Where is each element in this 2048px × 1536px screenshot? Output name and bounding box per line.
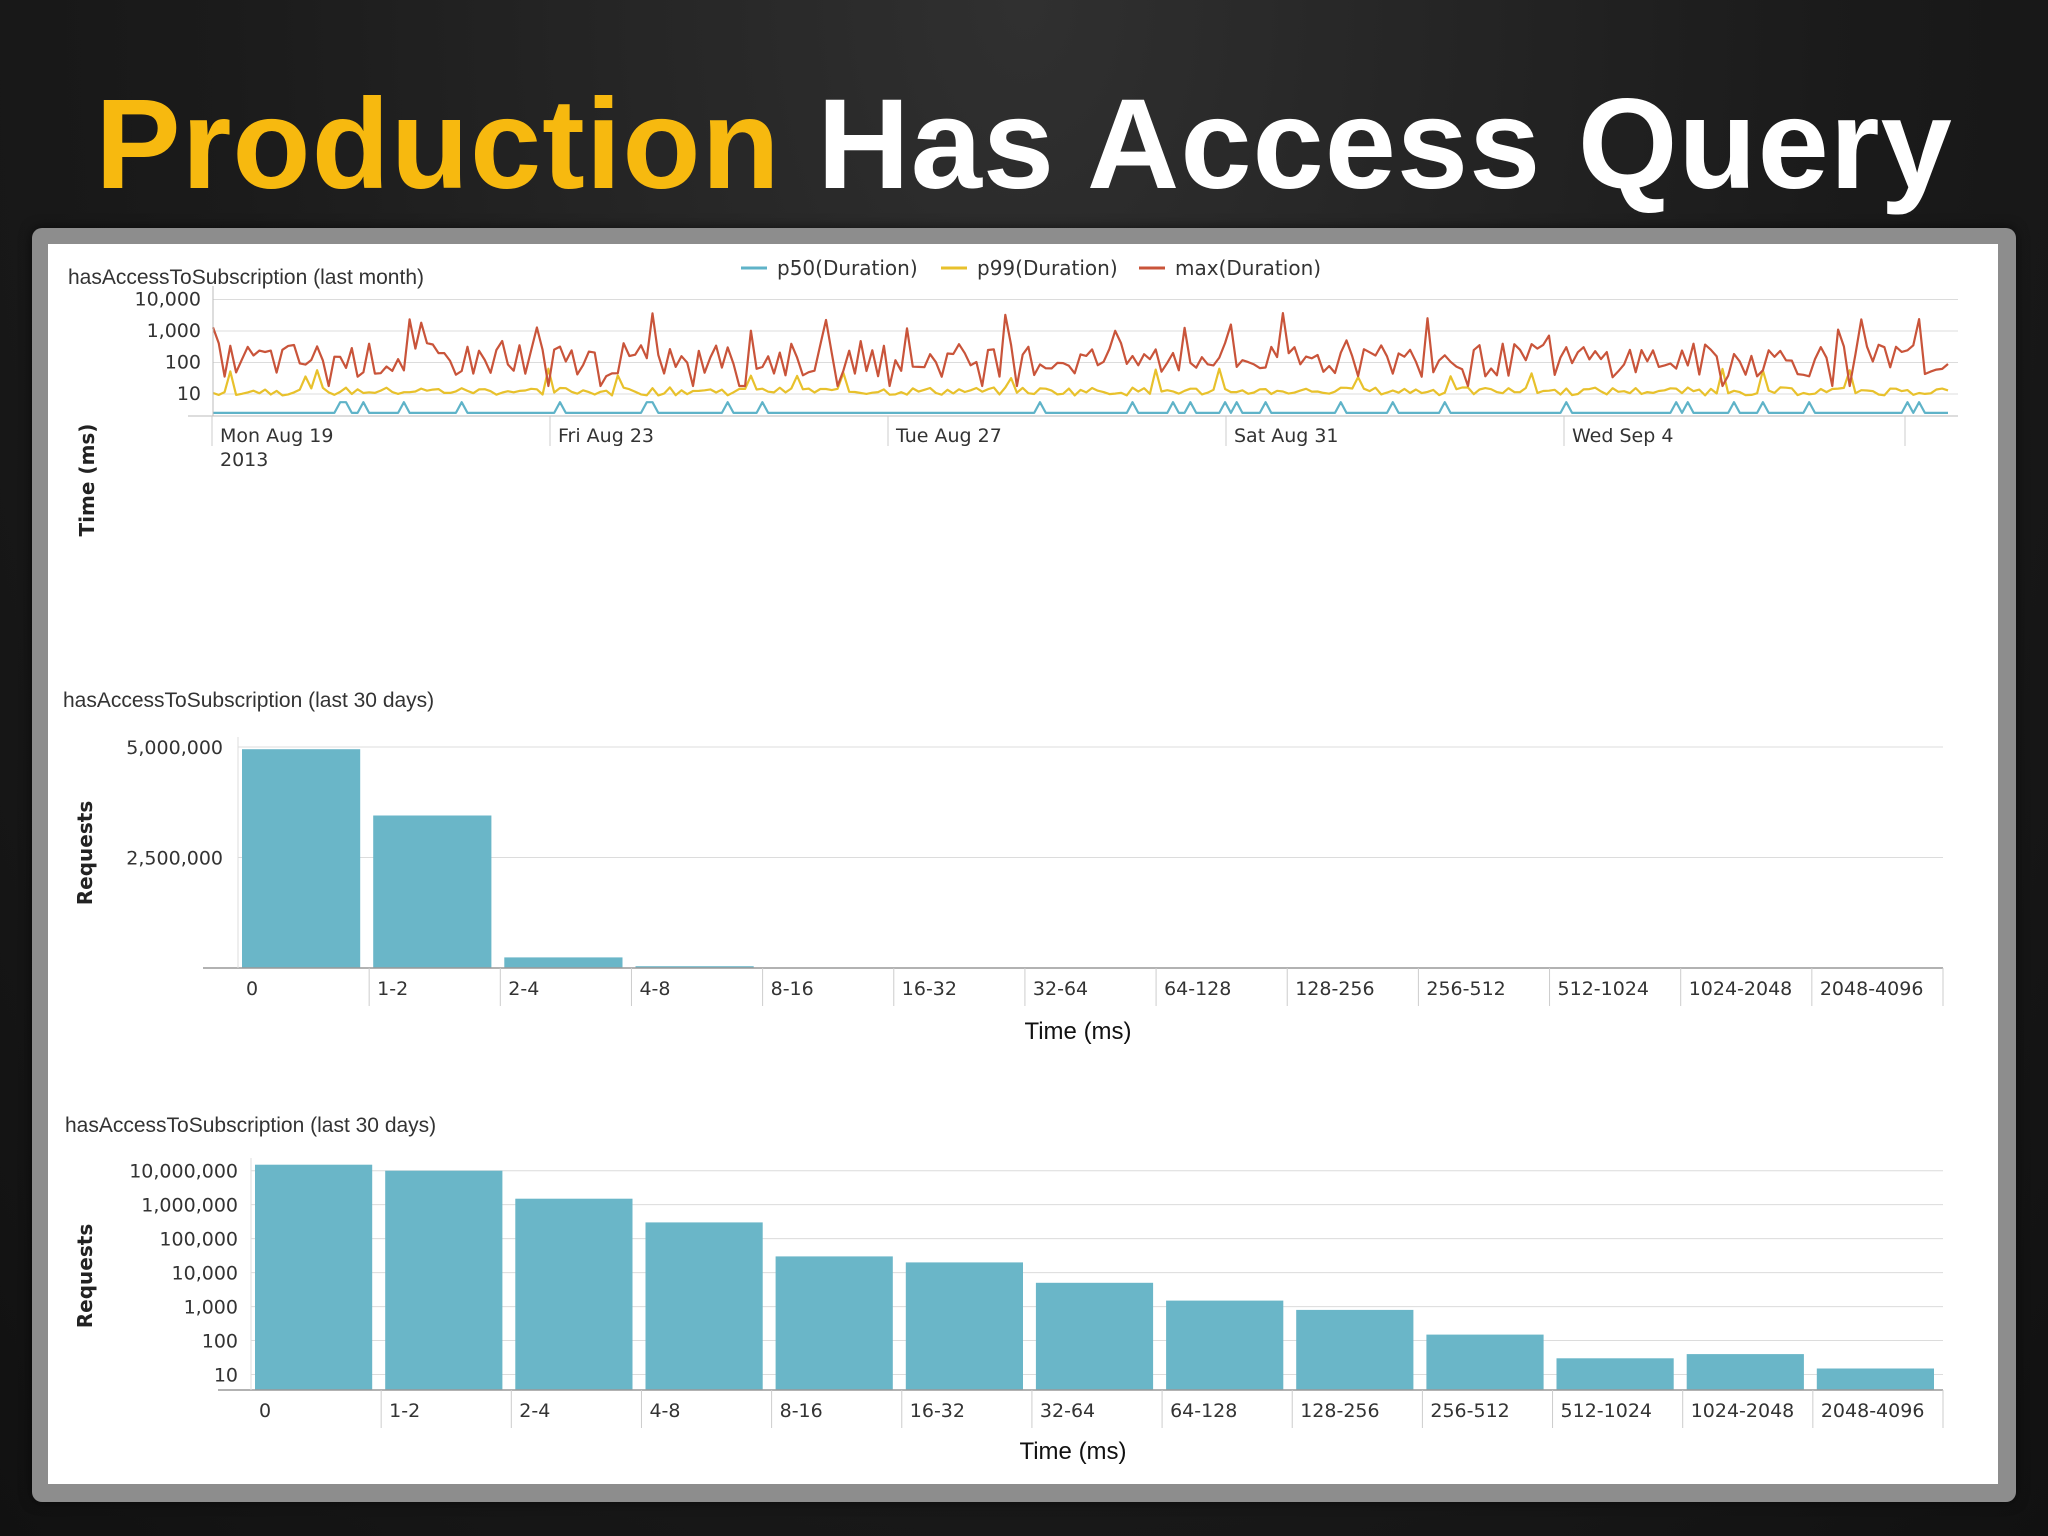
- line-chart-xtick: Wed Sep 4: [1572, 425, 1673, 447]
- log-bar-chart-ylabel: Requests: [73, 1224, 97, 1328]
- bar-xtick: 256-512: [1426, 978, 1505, 1000]
- bar: [385, 1170, 503, 1390]
- bar-ytick: 2,500,000: [126, 848, 223, 870]
- bar: [1035, 1282, 1154, 1390]
- bar: [1816, 1368, 1934, 1390]
- linear-bar-chart-ylabel: Requests: [73, 801, 97, 905]
- bar-xtick: 2048-4096: [1820, 978, 1924, 1000]
- log-bar-chart-title: hasAccessToSubscription (last 30 days): [65, 1114, 436, 1137]
- bar-xtick: 0: [246, 978, 258, 1000]
- bar-xtick: 128-256: [1300, 1400, 1379, 1422]
- bar-xtick: 1-2: [377, 978, 408, 1000]
- line-chart-xtick: Sat Aug 31: [1234, 425, 1339, 447]
- line-chart-ytick: 100: [165, 352, 201, 374]
- bar: [1556, 1358, 1674, 1390]
- bar: [1166, 1300, 1284, 1390]
- slide-title: Production Has Access Query: [0, 70, 2048, 220]
- bar: [242, 749, 361, 968]
- bar: [255, 1164, 373, 1390]
- line-chart-ytick: 10: [177, 383, 201, 405]
- linear-bar-chart-xlabel: Time (ms): [1024, 1018, 1131, 1045]
- bar: [1426, 1334, 1544, 1390]
- linear-bar-chart: hasAccessToSubscription (last 30 days) R…: [63, 689, 1944, 1045]
- bar-xtick: 4-8: [639, 978, 670, 1000]
- line-chart-xtick: Mon Aug 19: [220, 425, 333, 447]
- bar: [775, 1256, 893, 1390]
- bar-xtick: 1024-2048: [1689, 978, 1793, 1000]
- bar: [645, 1222, 763, 1390]
- line-chart-ytick: 1,000: [147, 320, 201, 342]
- bar-xtick: 16-32: [910, 1400, 965, 1422]
- bar-ytick: 1,000: [184, 1297, 238, 1319]
- bar: [373, 815, 492, 968]
- bar-xtick: 512-1024: [1558, 978, 1649, 1000]
- bar-ytick: 10,000: [172, 1263, 238, 1285]
- line-chart-xtick: Fri Aug 23: [558, 425, 654, 447]
- charts-svg: hasAccessToSubscription (last month) p50…: [63, 256, 1958, 1465]
- slide-title-rest: Has Access Query: [817, 73, 1953, 216]
- bar-ytick: 100: [202, 1331, 238, 1353]
- bar-xtick: 64-128: [1170, 1400, 1237, 1422]
- bar-xtick: 2-4: [519, 1400, 550, 1422]
- bar-xtick: 8-16: [771, 978, 814, 1000]
- bar: [515, 1198, 633, 1390]
- bar-xtick: 8-16: [780, 1400, 823, 1422]
- bar-xtick: 512-1024: [1561, 1400, 1652, 1422]
- bar: [635, 966, 754, 968]
- bar-ytick: 10,000,000: [129, 1161, 238, 1183]
- line-chart-legend: p50(Duration) p99(Duration) max(Duration): [741, 256, 1321, 280]
- bar-ytick: 10: [214, 1365, 238, 1387]
- chart-panel: hasAccessToSubscription (last month) p50…: [48, 244, 1998, 1484]
- line-chart-ylabel: Time (ms): [75, 424, 99, 537]
- line-chart-title: hasAccessToSubscription (last month): [68, 266, 424, 289]
- bar-ytick: 5,000,000: [126, 737, 223, 759]
- bar-xtick: 1024-2048: [1691, 1400, 1795, 1422]
- bar-xtick: 1-2: [389, 1400, 420, 1422]
- bar: [905, 1262, 1023, 1390]
- line-chart: hasAccessToSubscription (last month) p50…: [68, 256, 1958, 536]
- line-chart-xtick-year: 2013: [220, 449, 268, 471]
- series-line-1: [212, 367, 1949, 397]
- series-line-2: [211, 311, 1949, 388]
- bar-xtick: 32-64: [1033, 978, 1088, 1000]
- bar: [1686, 1354, 1804, 1390]
- linear-bar-chart-title: hasAccessToSubscription (last 30 days): [63, 689, 434, 712]
- bar: [1296, 1309, 1414, 1390]
- bar-xtick: 4-8: [649, 1400, 680, 1422]
- bar-xtick: 32-64: [1040, 1400, 1095, 1422]
- log-bar-chart-xlabel: Time (ms): [1019, 1438, 1126, 1465]
- bar-xtick: 64-128: [1164, 978, 1231, 1000]
- bar-ytick: 1,000,000: [141, 1195, 238, 1217]
- bar-xtick: 0: [259, 1400, 271, 1422]
- bar-xtick: 128-256: [1295, 978, 1374, 1000]
- legend-label: p99(Duration): [977, 256, 1118, 280]
- series-line-0: [213, 401, 1948, 414]
- bar-ytick: 100,000: [159, 1229, 238, 1251]
- legend-label: p50(Duration): [777, 256, 918, 280]
- line-chart-xtick: Tue Aug 27: [895, 425, 1002, 447]
- slide-title-accent: Production: [95, 73, 781, 216]
- line-chart-ytick: 10,000: [135, 289, 201, 311]
- bar-xtick: 16-32: [902, 978, 957, 1000]
- bar-xtick: 2-4: [508, 978, 539, 1000]
- log-bar-chart: hasAccessToSubscription (last 30 days) R…: [65, 1114, 1944, 1465]
- legend-label: max(Duration): [1175, 256, 1321, 280]
- bar: [504, 957, 623, 968]
- bar-xtick: 2048-4096: [1821, 1400, 1925, 1422]
- bar-xtick: 256-512: [1430, 1400, 1509, 1422]
